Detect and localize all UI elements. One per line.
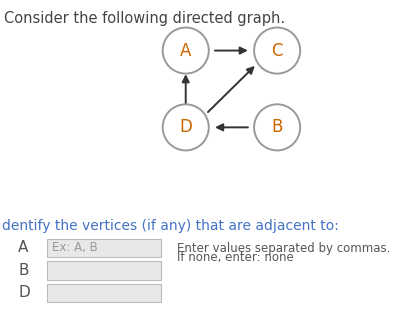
Ellipse shape <box>254 104 300 150</box>
Text: dentify the vertices (if any) that are adjacent to:: dentify the vertices (if any) that are a… <box>2 219 339 233</box>
FancyBboxPatch shape <box>47 239 161 257</box>
Text: A: A <box>18 241 29 255</box>
Text: Consider the following directed graph.: Consider the following directed graph. <box>4 11 285 26</box>
Text: D: D <box>18 285 30 300</box>
Text: Ex: A, B: Ex: A, B <box>52 242 98 254</box>
Ellipse shape <box>163 104 209 150</box>
Text: D: D <box>179 118 192 136</box>
FancyBboxPatch shape <box>47 284 161 302</box>
Ellipse shape <box>163 28 209 74</box>
FancyBboxPatch shape <box>47 261 161 280</box>
Text: Enter values separated by commas.: Enter values separated by commas. <box>177 242 391 255</box>
Text: C: C <box>271 42 283 60</box>
Ellipse shape <box>254 28 300 74</box>
Text: A: A <box>180 42 191 60</box>
Text: If none, enter: none: If none, enter: none <box>177 251 294 264</box>
Text: B: B <box>271 118 283 136</box>
Text: B: B <box>18 263 29 278</box>
